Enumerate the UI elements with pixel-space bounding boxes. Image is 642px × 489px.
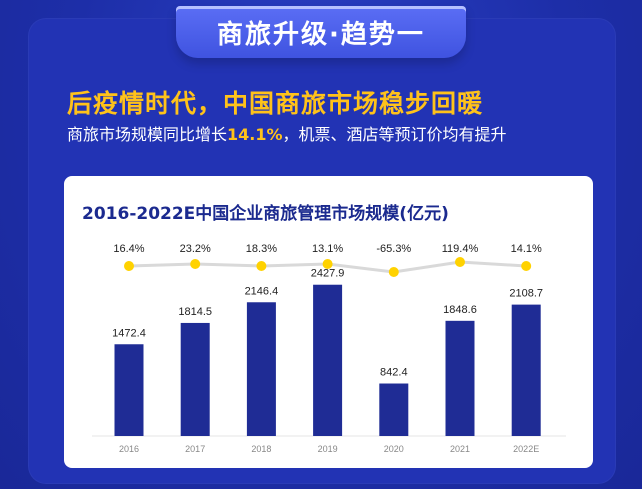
value-label-2021: 1848.6 [443, 304, 477, 316]
subline-text-after: ，机票、酒店等预订价均有提升 [282, 125, 507, 144]
bar-2018 [246, 302, 276, 436]
tick-label-2019: 2019 [318, 444, 338, 454]
bar-2019 [313, 284, 343, 436]
value-label-2019: 2427.9 [311, 268, 345, 280]
growth-marker-2021 [455, 257, 465, 267]
chart-title: 2016-2022E中国企业商旅管理市场规模(亿元) [82, 204, 449, 224]
tick-label-2017: 2017 [185, 444, 205, 454]
bar-2016 [114, 344, 144, 436]
growth-marker-2018 [256, 261, 267, 271]
value-label-2016: 1472.4 [112, 327, 146, 339]
growth-marker-2019 [322, 259, 333, 269]
tick-label-2016: 2016 [119, 444, 139, 454]
growth-label-2021: 119.4% [442, 243, 479, 255]
growth-label-2022E: 14.1% [511, 243, 542, 255]
tick-label-2018: 2018 [251, 444, 271, 454]
growth-marker-2017 [190, 259, 201, 269]
value-label-2022E: 2108.7 [509, 288, 543, 300]
subline-text-before: 商旅市场规模同比增长 [67, 125, 228, 144]
tick-label-2022E: 2022E [513, 444, 539, 454]
growth-marker-2022E [521, 261, 532, 271]
headline: 后疫情时代，中国商旅市场稳步回暖 [67, 89, 484, 118]
value-label-2020: 842.4 [380, 367, 408, 379]
subline-highlight: 14.1% [227, 125, 283, 144]
growth-label-2020: -65.3% [376, 243, 411, 255]
bar-2021 [445, 320, 475, 436]
value-label-2017: 1814.5 [178, 306, 212, 318]
subline: 商旅市场规模同比增长14.1%，机票、酒店等预订价均有提升 [67, 121, 507, 145]
growth-label-2019: 13.1% [312, 243, 343, 255]
value-label-2018: 2146.4 [245, 285, 279, 297]
growth-marker-2016 [124, 261, 134, 271]
section-tab-title: 商旅升级·趋势一 [176, 6, 466, 58]
bar-2020 [379, 383, 409, 436]
growth-label-2017: 23.2% [180, 243, 211, 255]
growth-label-2018: 18.3% [246, 243, 277, 255]
bar-2022E [511, 304, 541, 436]
growth-label-2016: 16.4% [113, 243, 144, 255]
bar-chart: 1472.4 2016 16.4% 1814.5 2017 23.2% 2146.4 2018… [92, 243, 566, 454]
bar-2017 [180, 322, 210, 436]
tick-label-2020: 2020 [384, 444, 404, 454]
growth-marker-2020 [388, 267, 399, 277]
tick-label-2021: 2021 [450, 444, 470, 454]
